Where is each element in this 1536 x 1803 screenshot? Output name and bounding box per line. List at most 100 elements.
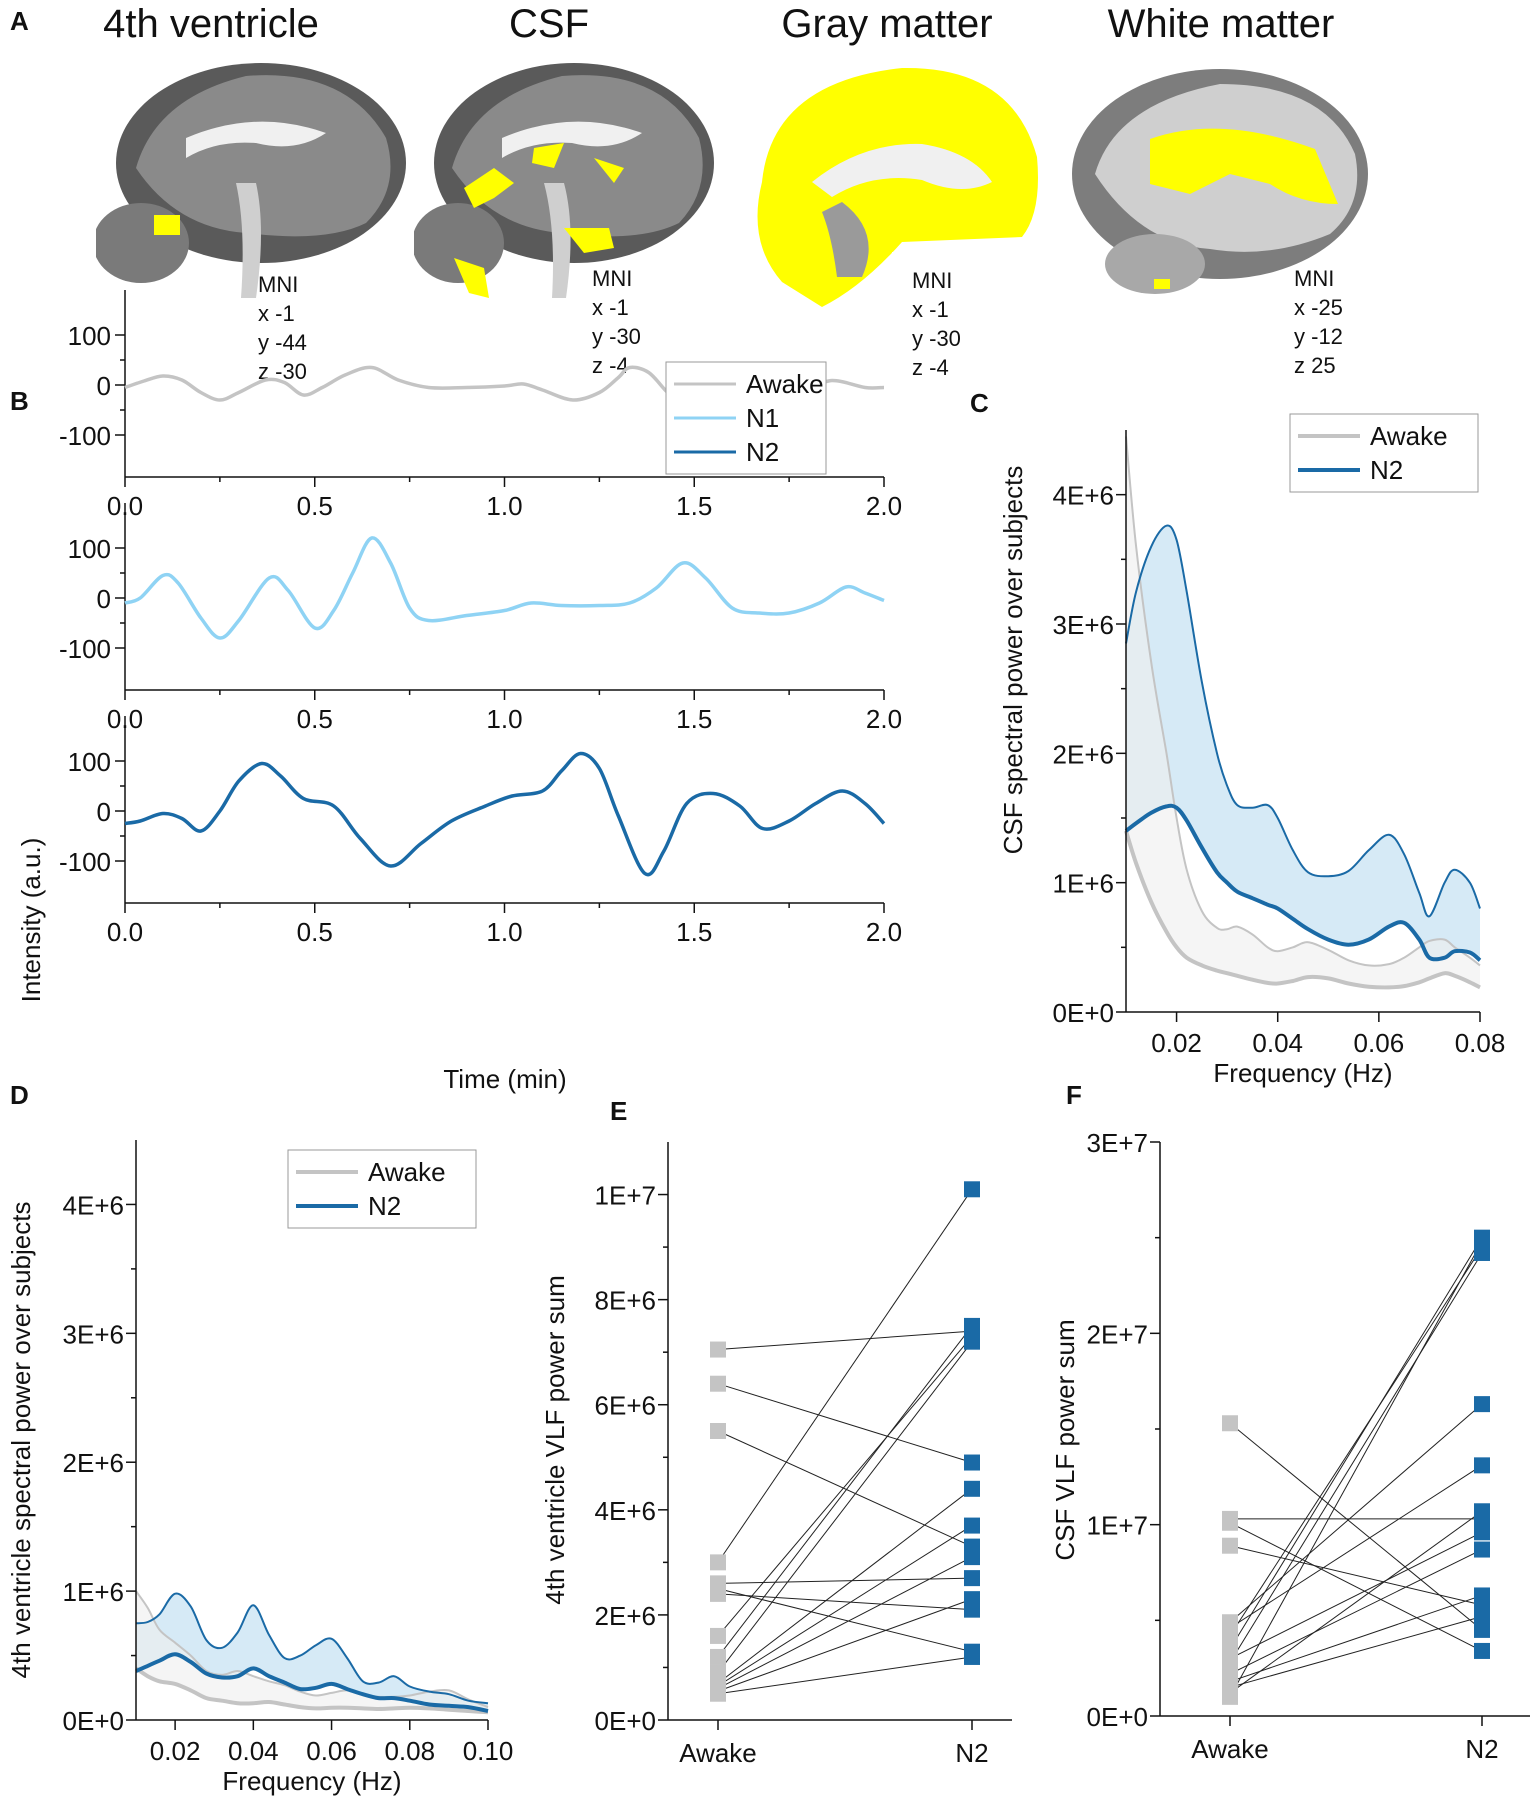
e-pair-line bbox=[717, 1430, 973, 1548]
b-legend-label-n1: N1 bbox=[746, 403, 779, 433]
e-xtick-label-n2: N2 bbox=[955, 1738, 988, 1768]
f-ytick-label: 1E+7 bbox=[1087, 1511, 1148, 1541]
c-xtick-label: 0.06 bbox=[1354, 1028, 1405, 1058]
c-xtick-label: 0.02 bbox=[1151, 1028, 1202, 1058]
e-point-n2 bbox=[964, 1181, 980, 1198]
mni-coords-4th-ventricle: MNI x -1 y -44 z -30 bbox=[258, 270, 307, 386]
brain-image-gray-matter bbox=[757, 67, 1038, 307]
f-pair-line bbox=[1229, 1237, 1483, 1650]
mni-label: MNI bbox=[592, 266, 633, 291]
f-ytick-label: 3E+7 bbox=[1087, 1128, 1148, 1158]
e-xtick-label-awake: Awake bbox=[679, 1738, 757, 1768]
c-ylabel: CSF spectral power over subjects bbox=[998, 466, 1028, 855]
b-xtick-label: 2.0 bbox=[866, 491, 902, 521]
f-pair-line bbox=[1229, 1549, 1483, 1675]
brain-title-white-matter: White matter bbox=[1107, 2, 1335, 46]
f-pair-line bbox=[1229, 1241, 1483, 1698]
d-line-n2-mean bbox=[135, 1652, 489, 1713]
e-point-n2 bbox=[964, 1480, 980, 1497]
panel-letter-a: A bbox=[10, 6, 29, 36]
d-band-awake bbox=[136, 1591, 488, 1713]
b-ytick-label: -100 bbox=[59, 634, 111, 664]
f-pair-line bbox=[1229, 1616, 1483, 1688]
b-ytick-label: 0 bbox=[97, 371, 111, 401]
d-ytick-label: 1E+6 bbox=[63, 1577, 124, 1607]
mni-coords-gray-matter: MNI x -1 y -30 z -4 bbox=[912, 266, 961, 382]
f-point-n2 bbox=[1474, 1608, 1490, 1625]
white-matter-mask bbox=[1150, 128, 1338, 204]
mni-coords-white-matter: MNI x -25 y -12 z 25 bbox=[1294, 264, 1343, 380]
e-point-n2 bbox=[964, 1648, 980, 1665]
f-xtick-label-awake: Awake bbox=[1191, 1734, 1269, 1764]
f-pair-line bbox=[1229, 1403, 1483, 1623]
f-pair-line bbox=[1229, 1594, 1483, 1683]
mni-x: x -25 bbox=[1294, 295, 1343, 320]
c-legend bbox=[1289, 413, 1479, 493]
mni-y: y -44 bbox=[258, 330, 307, 355]
mni-z: z -4 bbox=[912, 355, 949, 380]
f-ytick-label: 0E+0 bbox=[1087, 1702, 1148, 1732]
f-pair-line bbox=[1229, 1545, 1483, 1606]
c-line-awake-mean bbox=[1124, 830, 1481, 990]
d-line-n2-upper bbox=[135, 1592, 489, 1705]
b-ytick-label: 100 bbox=[68, 534, 111, 564]
e-pair-line bbox=[717, 1598, 973, 1692]
b-xtick-label: 1.5 bbox=[676, 917, 712, 947]
e-ytick-label: 0E+0 bbox=[595, 1706, 656, 1736]
f-point-n2 bbox=[1474, 1457, 1490, 1474]
e-point-n2 bbox=[964, 1454, 980, 1471]
b-ytick-label: 100 bbox=[68, 747, 111, 777]
mni-y: y -30 bbox=[912, 326, 961, 351]
brain-image-csf bbox=[414, 63, 714, 298]
e-point-n2 bbox=[964, 1333, 980, 1350]
d-legend-label-n2: N2 bbox=[368, 1191, 401, 1221]
b-ytick-label: 0 bbox=[97, 584, 111, 614]
b-xtick-label: 1.0 bbox=[486, 917, 522, 947]
b-xlabel: Time (min) bbox=[443, 1064, 566, 1094]
d-band-n2 bbox=[136, 1593, 488, 1711]
b-ytick-label: 0 bbox=[97, 797, 111, 827]
d-xlabel: Frequency (Hz) bbox=[222, 1766, 401, 1796]
e-pair-line bbox=[717, 1383, 973, 1464]
mni-y: y -12 bbox=[1294, 324, 1343, 349]
d-xtick-label: 0.04 bbox=[228, 1736, 279, 1766]
f-point-n2 bbox=[1474, 1524, 1490, 1541]
c-legend-label-awake: Awake bbox=[1370, 421, 1448, 451]
b-xtick-label: 1.0 bbox=[486, 491, 522, 521]
f-point-n2 bbox=[1474, 1541, 1490, 1558]
f-point-n2 bbox=[1474, 1642, 1490, 1659]
mni-x: x -1 bbox=[912, 297, 949, 322]
b-ytick-label: 100 bbox=[68, 321, 111, 351]
e-point-n2 bbox=[964, 1517, 980, 1534]
csf-mask bbox=[454, 143, 624, 298]
c-ytick-label: 1E+6 bbox=[1053, 869, 1114, 899]
f-ylabel: CSF VLF power sum bbox=[1050, 1319, 1080, 1560]
b-ytick-label: -100 bbox=[59, 421, 111, 451]
brain-title-csf: CSF bbox=[509, 2, 589, 46]
f-point-awake bbox=[1222, 1514, 1238, 1531]
brain-image-4th-ventricle bbox=[96, 63, 406, 298]
e-ytick-label: 6E+6 bbox=[595, 1391, 656, 1421]
f-pair-line bbox=[1229, 1422, 1483, 1631]
f-point-n2 bbox=[1474, 1396, 1490, 1413]
b-legend-label-n2: N2 bbox=[746, 437, 779, 467]
d-xtick-label: 0.06 bbox=[306, 1736, 357, 1766]
e-ytick-label: 8E+6 bbox=[595, 1286, 656, 1316]
mni-label: MNI bbox=[1294, 266, 1335, 291]
panel-letter-f: F bbox=[1066, 1080, 1082, 1110]
f-point-n2 bbox=[1474, 1503, 1490, 1520]
mni-x: x -1 bbox=[258, 301, 295, 326]
c-ytick-label: 0E+0 bbox=[1053, 998, 1114, 1028]
c-ytick-label: 4E+6 bbox=[1053, 481, 1114, 511]
b-xtick-label: 2.0 bbox=[866, 917, 902, 947]
e-point-awake bbox=[710, 1648, 726, 1665]
f-pair-line bbox=[1229, 1522, 1483, 1652]
e-ytick-label: 1E+7 bbox=[595, 1181, 656, 1211]
d-line-awake-upper bbox=[135, 1590, 489, 1709]
b-xtick-label: 0.5 bbox=[297, 491, 333, 521]
d-ytick-label: 0E+0 bbox=[63, 1706, 124, 1736]
e-point-n2 bbox=[964, 1591, 980, 1608]
brain-title-gray-matter: Gray matter bbox=[781, 2, 993, 46]
panel-letter-d: D bbox=[10, 1080, 29, 1110]
